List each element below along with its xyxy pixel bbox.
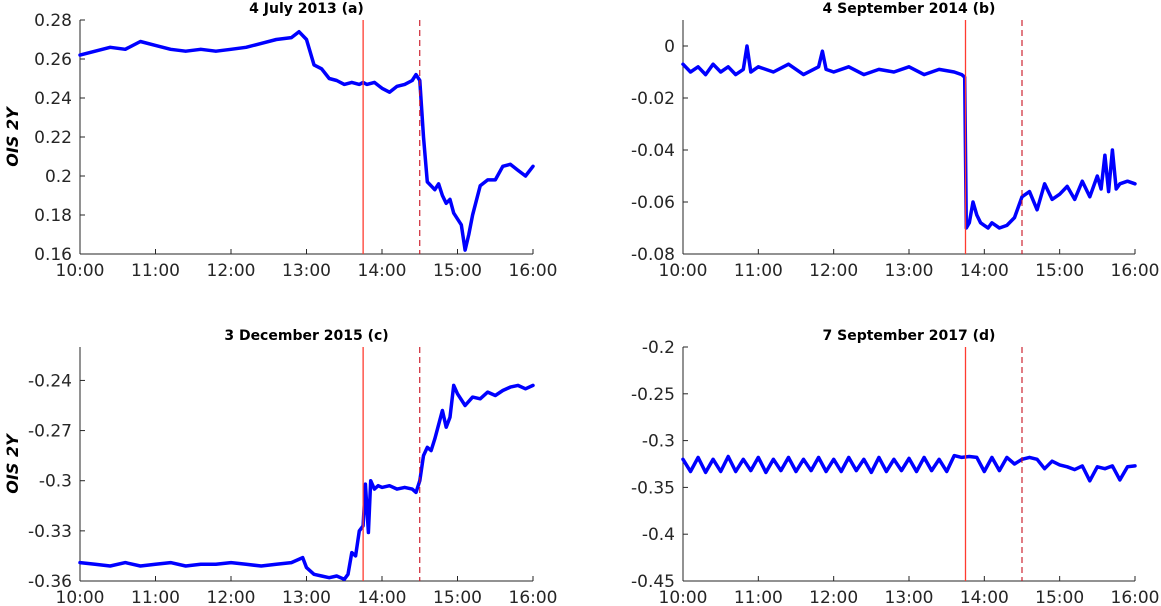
panel-a-x-tick-label: 10:00 xyxy=(56,261,105,281)
panel-c-x-tick-label: 16:00 xyxy=(509,588,558,606)
panel-d-y-tick-label: -0.2 xyxy=(642,338,675,358)
panel-a-x-tick-label: 16:00 xyxy=(509,261,558,281)
panel-c-series-line xyxy=(78,383,535,582)
panel-c-x-tick-label: 10:00 xyxy=(56,588,105,606)
panel-c-x-tick-label: 13:00 xyxy=(282,588,331,606)
panel-b-y-tick-label: -0.02 xyxy=(631,89,675,109)
panel-b-y-tick-label: -0.04 xyxy=(631,141,675,161)
panel-c-y-tick-label: -0.33 xyxy=(28,522,72,542)
panel-b: 4 September 2014 (b) -0.08 -0.06 -0.04 -0.0… xyxy=(631,1,1160,281)
panel-a-y-tick-label: 0.16 xyxy=(34,245,72,265)
panel-d-x-tick-label: 11:00 xyxy=(734,588,783,606)
panel-d: 7 September 2017 (d) -0.45 -0.4 -0.35 -0.3 -… xyxy=(631,328,1160,606)
panel-b-y-tick-label: 0 xyxy=(664,37,675,57)
panel-a-x-tick-label: 14:00 xyxy=(358,261,407,281)
panel-a-y-tick-label: 0.22 xyxy=(34,128,72,148)
panel-d-y-tick-label: -0.35 xyxy=(631,478,675,498)
panel-d-y-tick-label: -0.4 xyxy=(642,525,675,545)
panel-b-x-tick-label: 13:00 xyxy=(885,261,934,281)
panel-c-y-tick-label: -0.27 xyxy=(28,422,72,442)
panel-d-y-tick-label: -0.45 xyxy=(631,572,675,592)
panel-c-x-tick-label: 11:00 xyxy=(131,588,180,606)
panel-d-x-tick-label: 14:00 xyxy=(960,588,1009,606)
panel-c-ylabel: OIS 2Y xyxy=(3,433,22,494)
panel-b-title: 4 September 2014 (b) xyxy=(823,1,996,17)
panel-a-y-tick-label: 0.18 xyxy=(34,206,72,226)
panel-c-x-tick-label: 12:00 xyxy=(207,588,256,606)
panel-d-series-line xyxy=(681,453,1137,483)
panel-b-x-tick-label: 10:00 xyxy=(659,261,708,281)
panel-d-x-tick-label: 12:00 xyxy=(809,588,858,606)
panel-a-x-tick-label: 12:00 xyxy=(207,261,256,281)
panel-a: 4 July 2013 (a) OIS 2Y 0.16 0.18 0.2 0.22 0.… xyxy=(3,1,558,281)
panel-a-x-tick-label: 13:00 xyxy=(282,261,331,281)
panel-b-y-tick-label: -0.08 xyxy=(631,245,675,265)
panel-d-x-tick-label: 13:00 xyxy=(885,588,934,606)
panel-c: 3 December 2015 (c) OIS 2Y -0.36 -0.33 -0.… xyxy=(3,328,558,606)
panel-d-y-tick-label: -0.3 xyxy=(642,432,675,452)
panel-c-y-tick-label: -0.36 xyxy=(28,572,72,592)
panel-b-x-tick-label: 12:00 xyxy=(809,261,858,281)
panel-c-y-tick-label: -0.24 xyxy=(28,371,72,391)
panel-b-series-line xyxy=(681,44,1137,230)
panel-d-y-tick-label: -0.25 xyxy=(631,385,675,405)
panel-b-x-tick-label: 15:00 xyxy=(1035,261,1084,281)
panel-a-title: 4 July 2013 (a) xyxy=(249,1,364,17)
panel-c-x-tick-label: 14:00 xyxy=(358,588,407,606)
panel-a-ylabel: OIS 2Y xyxy=(3,106,22,167)
panel-d-x-tick-label: 15:00 xyxy=(1035,588,1084,606)
panel-b-x-tick-label: 14:00 xyxy=(960,261,1009,281)
panel-a-x-tick-label: 11:00 xyxy=(131,261,180,281)
panel-c-title: 3 December 2015 (c) xyxy=(224,328,388,344)
panel-a-y-tick-label: 0.26 xyxy=(34,50,72,70)
panel-c-y-tick-label: -0.3 xyxy=(39,472,72,492)
panel-b-x-tick-label: 11:00 xyxy=(734,261,783,281)
panel-a-y-tick-label: 0.2 xyxy=(45,167,72,187)
panel-c-x-tick-label: 15:00 xyxy=(433,588,482,606)
panel-d-title: 7 September 2017 (d) xyxy=(823,328,996,344)
panel-a-x-tick-label: 15:00 xyxy=(433,261,482,281)
panel-a-y-tick-label: 0.24 xyxy=(34,89,72,109)
panel-d-x-tick-label: 16:00 xyxy=(1111,588,1160,606)
panel-a-y-tick-label: 0.28 xyxy=(34,11,72,31)
panel-a-series-line xyxy=(78,29,535,252)
panel-b-x-tick-label: 16:00 xyxy=(1111,261,1160,281)
panel-d-x-tick-label: 10:00 xyxy=(659,588,708,606)
panel-b-y-tick-label: -0.06 xyxy=(631,193,675,213)
